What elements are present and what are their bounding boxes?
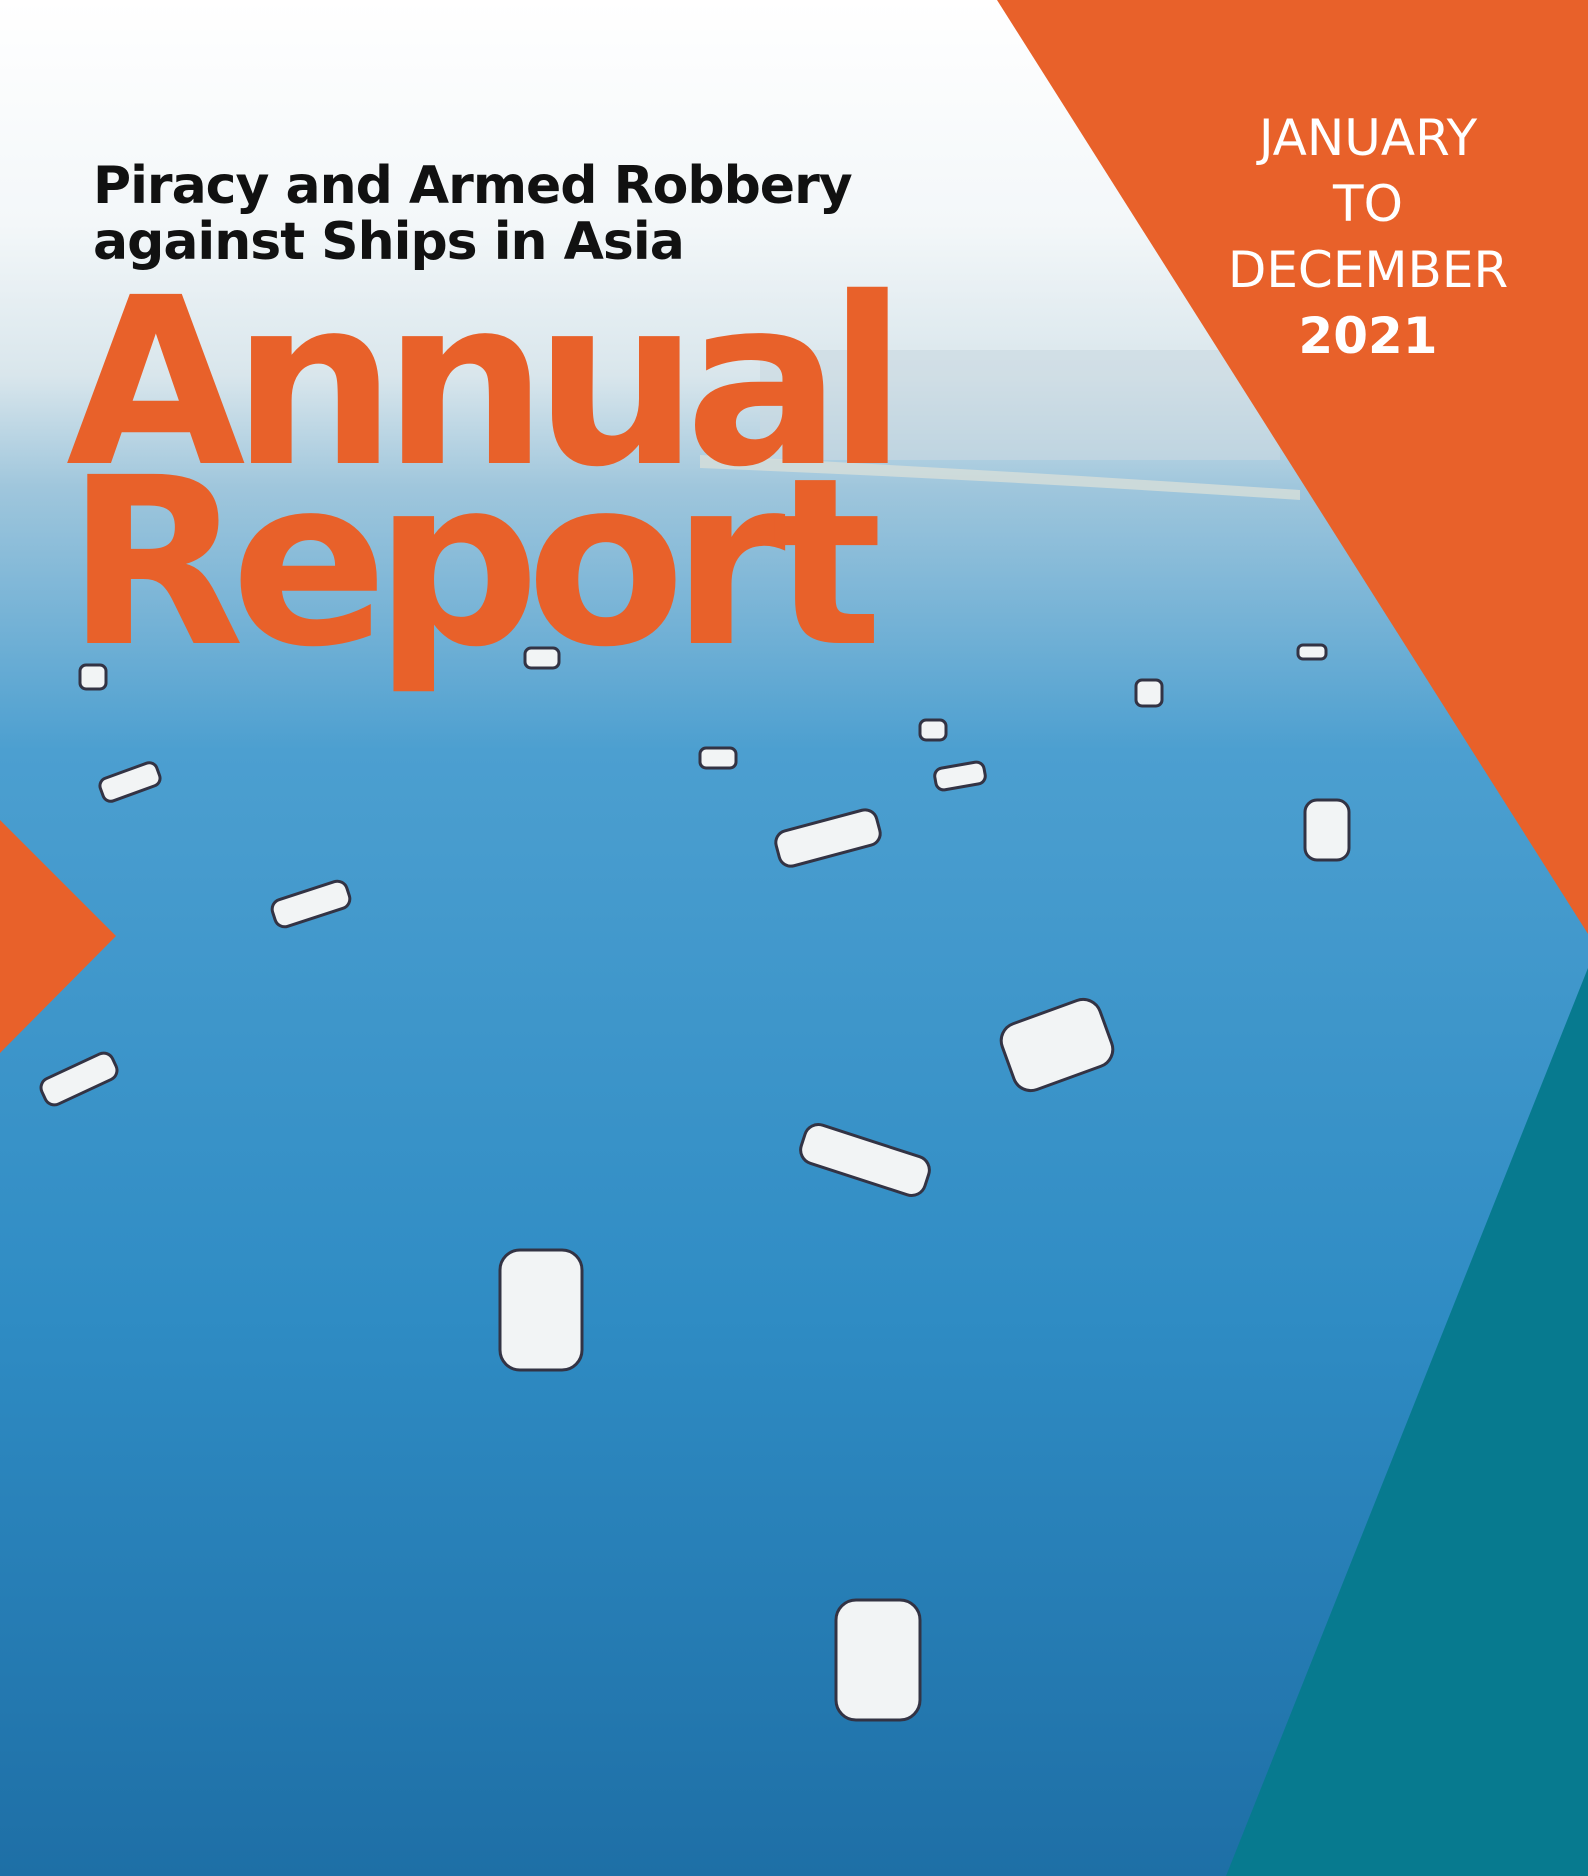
ship — [920, 720, 946, 740]
ship — [1136, 680, 1162, 706]
ship — [836, 1600, 920, 1720]
page: {"subtitle": ["Piracy and Armed Robbery"… — [0, 0, 1588, 1876]
ship — [500, 1250, 582, 1370]
period-year: 2021 — [1218, 303, 1518, 369]
ship — [700, 748, 736, 768]
period-line: DECEMBER — [1218, 237, 1518, 303]
ship — [1305, 800, 1349, 860]
subtitle: Piracy and Armed Robbery — [93, 158, 852, 214]
title: Report — [66, 468, 869, 658]
cover: Piracy and Armed Robbery against Ships i… — [0, 0, 1588, 1876]
ship — [1298, 645, 1326, 659]
period-line: JANUARY — [1218, 105, 1518, 171]
period-line: TO — [1218, 171, 1518, 237]
